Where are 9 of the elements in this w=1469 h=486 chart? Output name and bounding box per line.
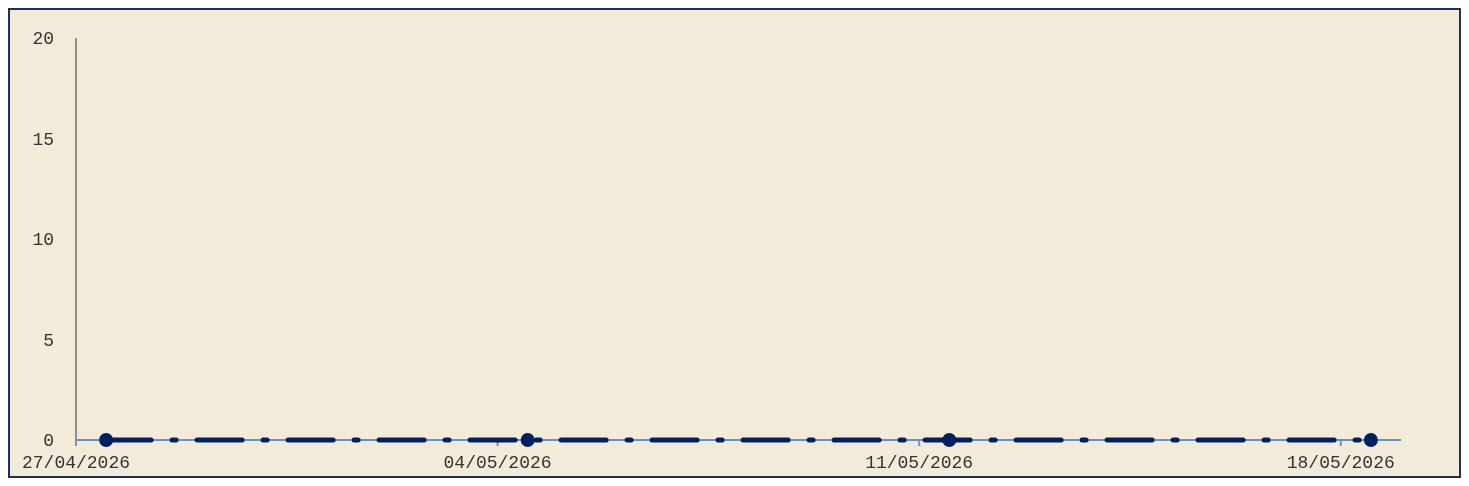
y-tick-label: 5	[43, 330, 54, 351]
x-tick-label: 18/05/2026	[1286, 453, 1395, 473]
y-tick-label: 20	[32, 29, 54, 50]
x-tick-label: 27/04/2026	[21, 453, 131, 473]
y-tick-label: 10	[32, 230, 54, 251]
x-tick-label: 11/05/2026	[865, 453, 974, 473]
y-tick-label: 15	[32, 129, 54, 150]
y-tick-label: 0	[43, 431, 54, 452]
x-tick-label: 04/05/2026	[443, 453, 552, 473]
